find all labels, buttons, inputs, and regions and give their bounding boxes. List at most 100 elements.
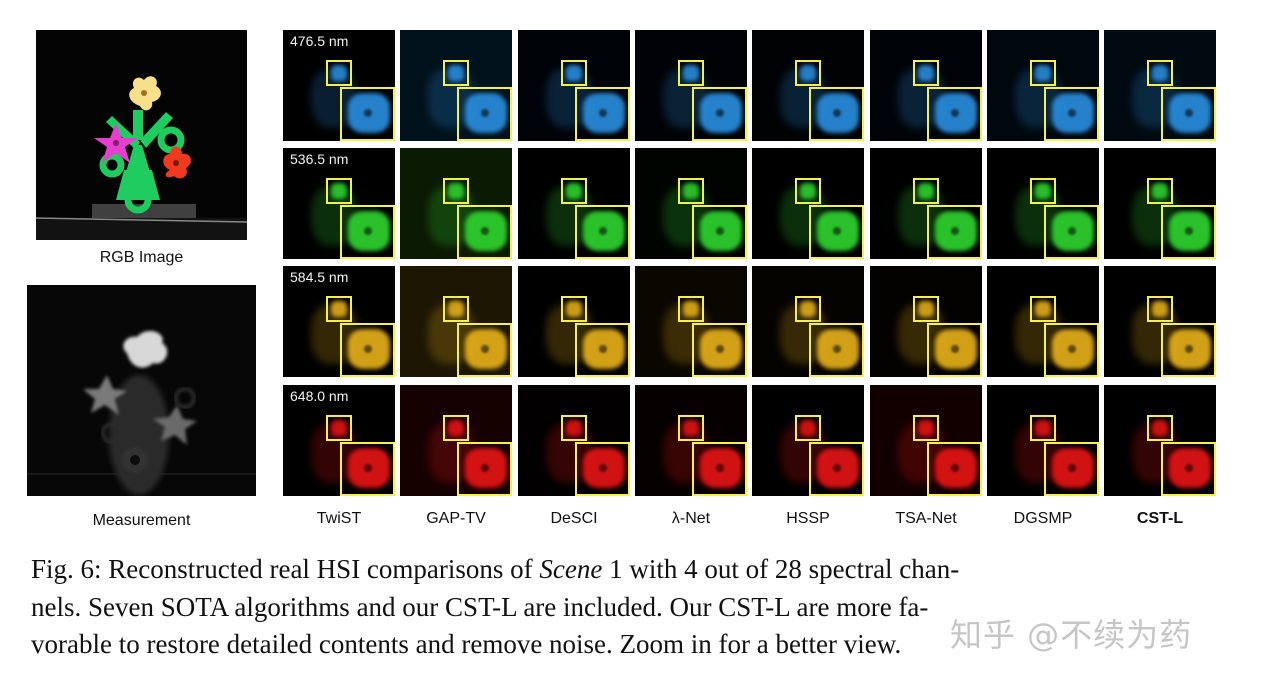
caption-line-1: Fig. 6: Reconstructed real HSI compariso… — [31, 554, 960, 584]
zoom-region-box — [1147, 415, 1173, 441]
zoom-inset-box — [927, 205, 982, 259]
zoom-inset-box — [1161, 205, 1216, 259]
wavelength-label: 584.5 nm — [290, 269, 349, 285]
measurement-illustration — [27, 285, 256, 496]
tile-row2-col6 — [870, 148, 982, 259]
method-label-cst-l: CST-L — [1136, 510, 1184, 527]
tile-row3-col7 — [987, 266, 1099, 377]
zoom-inset-box — [1044, 205, 1099, 259]
zoom-inset-box — [692, 323, 747, 377]
tile-row4-col4 — [635, 385, 747, 496]
zoom-inset-box — [692, 87, 747, 141]
zoom-region-box — [443, 178, 469, 204]
tile-row1-col5 — [752, 30, 864, 141]
measurement-image — [27, 285, 256, 496]
zoom-region-box — [326, 178, 352, 204]
tile-row1-col8 — [1104, 30, 1216, 141]
caption-line-3: vorable to restore detailed contents and… — [31, 629, 902, 659]
watermark: 知乎 @不续为药 — [950, 616, 1193, 654]
zoom-inset-box — [1044, 87, 1099, 141]
zoom-inset-box — [809, 323, 864, 377]
tile-row4-col8 — [1104, 385, 1216, 496]
zoom-inset-box — [809, 442, 864, 496]
tile-row3-col1: 584.5 nm — [283, 266, 395, 377]
tile-row3-col3 — [518, 266, 630, 377]
method-label-twist: TwiST — [316, 510, 362, 527]
zoom-region-box — [326, 60, 352, 86]
zoom-region-box — [1030, 178, 1056, 204]
zoom-inset-box — [1161, 323, 1216, 377]
wavelength-label: 476.5 nm — [290, 33, 349, 49]
tile-row2-col1: 536.5 nm — [283, 148, 395, 259]
zoom-region-box — [1147, 60, 1173, 86]
zoom-inset-box — [692, 205, 747, 259]
tile-row1-col7 — [987, 30, 1099, 141]
tile-row3-col8 — [1104, 266, 1216, 377]
tile-row2-col5 — [752, 148, 864, 259]
zoom-inset-box — [457, 205, 512, 259]
tile-row4-col2 — [400, 385, 512, 496]
rgb-scene-illustration — [36, 30, 247, 240]
zoom-region-box — [795, 415, 821, 441]
method-label-lambda-net: λ-Net — [671, 510, 711, 527]
tile-row4-col6 — [870, 385, 982, 496]
zoom-inset-box — [457, 442, 512, 496]
rgb-image-label: RGB Image — [99, 249, 184, 266]
zoom-inset-box — [1161, 442, 1216, 496]
zoom-inset-box — [340, 442, 395, 496]
zoom-region-box — [443, 60, 469, 86]
zoom-region-box — [913, 296, 939, 322]
zoom-region-box — [1147, 178, 1173, 204]
zoom-inset-box — [457, 87, 512, 141]
method-label-desci: DeSCI — [550, 510, 598, 527]
tile-row3-col6 — [870, 266, 982, 377]
measurement-label: Measurement — [92, 512, 191, 529]
zoom-region-box — [678, 296, 704, 322]
zoom-region-box — [326, 415, 352, 441]
tile-row2-col2 — [400, 148, 512, 259]
zoom-inset-box — [457, 323, 512, 377]
zoom-inset-box — [927, 323, 982, 377]
tile-row1-col4 — [635, 30, 747, 141]
zoom-region-box — [1030, 60, 1056, 86]
zoom-region-box — [795, 60, 821, 86]
zoom-region-box — [561, 415, 587, 441]
zoom-region-box — [561, 60, 587, 86]
tile-row3-col2 — [400, 266, 512, 377]
zoom-region-box — [913, 415, 939, 441]
zoom-region-box — [678, 415, 704, 441]
zoom-inset-box — [1161, 87, 1216, 141]
zoom-inset-box — [1044, 442, 1099, 496]
zoom-region-box — [678, 178, 704, 204]
method-label-gap-tv: GAP-TV — [426, 510, 486, 527]
tile-row1-col3 — [518, 30, 630, 141]
zoom-region-box — [561, 296, 587, 322]
tile-row1-col6 — [870, 30, 982, 141]
zoom-region-box — [795, 178, 821, 204]
zoom-region-box — [913, 60, 939, 86]
zoom-inset-box — [340, 323, 395, 377]
rgb-image — [36, 30, 247, 240]
tile-row3-col4 — [635, 266, 747, 377]
zoom-inset-box — [575, 87, 630, 141]
zoom-region-box — [678, 60, 704, 86]
figure-caption: Fig. 6: Reconstructed real HSI compariso… — [31, 551, 1231, 664]
tile-row2-col3 — [518, 148, 630, 259]
zoom-inset-box — [575, 323, 630, 377]
caption-line-2: nels. Seven SOTA algorithms and our CST-… — [31, 591, 929, 622]
tile-row3-col5 — [752, 266, 864, 377]
method-label-tsa-net: TSA-Net — [895, 510, 957, 527]
tile-row2-col8 — [1104, 148, 1216, 259]
zoom-inset-box — [1044, 323, 1099, 377]
zoom-inset-box — [809, 205, 864, 259]
zoom-inset-box — [575, 442, 630, 496]
wavelength-label: 536.5 nm — [290, 151, 349, 167]
zoom-region-box — [326, 296, 352, 322]
tile-row2-col7 — [987, 148, 1099, 259]
tile-row4-col3 — [518, 385, 630, 496]
zoom-region-box — [913, 178, 939, 204]
zoom-region-box — [1030, 296, 1056, 322]
zoom-region-box — [561, 178, 587, 204]
zoom-region-box — [795, 296, 821, 322]
zoom-region-box — [1030, 415, 1056, 441]
